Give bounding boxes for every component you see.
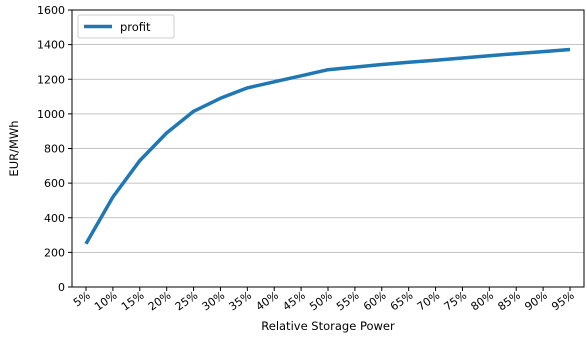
x-tick-label: 40% bbox=[253, 289, 280, 314]
x-tick-label: 55% bbox=[334, 289, 361, 314]
x-tick-label: 90% bbox=[522, 289, 549, 314]
x-tick-label: 75% bbox=[442, 289, 469, 314]
x-tick-label: 45% bbox=[280, 289, 307, 314]
y-tick-label: 800 bbox=[44, 143, 65, 156]
legend-box bbox=[77, 14, 175, 39]
y-tick-label: 1600 bbox=[37, 4, 65, 17]
y-tick-label: 200 bbox=[44, 246, 65, 259]
x-axis-ticks: 5% 10% 15% 20% 25% 30% 35% 40% 45% 50% 55% 60% 65% 70… bbox=[71, 287, 577, 313]
x-tick-label: 5% bbox=[71, 289, 93, 310]
y-tick-label: 0 bbox=[58, 281, 65, 294]
x-tick-label: 35% bbox=[227, 289, 254, 314]
y-tick-label: 600 bbox=[44, 177, 65, 190]
x-tick-label: 65% bbox=[388, 289, 415, 314]
legend: profit bbox=[77, 14, 175, 39]
x-tick-label: 85% bbox=[495, 289, 522, 314]
x-axis-title: Relative Storage Power bbox=[261, 319, 395, 333]
x-tick-label: 20% bbox=[146, 289, 173, 314]
x-tick-label: 25% bbox=[173, 289, 200, 314]
grid-lines bbox=[72, 9, 584, 288]
legend-label-profit: profit bbox=[120, 20, 151, 34]
x-tick-label: 80% bbox=[469, 289, 496, 314]
x-tick-label: 10% bbox=[92, 289, 119, 314]
y-axis-title: EUR/MWh bbox=[7, 120, 21, 176]
x-tick-label: 30% bbox=[200, 289, 227, 314]
y-tick-label: 1000 bbox=[37, 108, 65, 121]
y-tick-label: 1400 bbox=[37, 39, 65, 52]
x-tick-label: 95% bbox=[549, 289, 576, 314]
y-tick-label: 400 bbox=[44, 212, 65, 225]
x-tick-label: 15% bbox=[119, 289, 146, 314]
y-tick-label: 1200 bbox=[37, 73, 65, 86]
series-lines bbox=[84, 47, 571, 245]
y-axis-ticks: 0 200 400 600 800 1000 1200 1400 1600 bbox=[37, 4, 72, 294]
series-line-profit bbox=[84, 47, 571, 245]
x-tick-label: 60% bbox=[361, 289, 388, 314]
x-tick-label: 50% bbox=[307, 289, 334, 314]
x-tick-label: 70% bbox=[415, 289, 442, 314]
